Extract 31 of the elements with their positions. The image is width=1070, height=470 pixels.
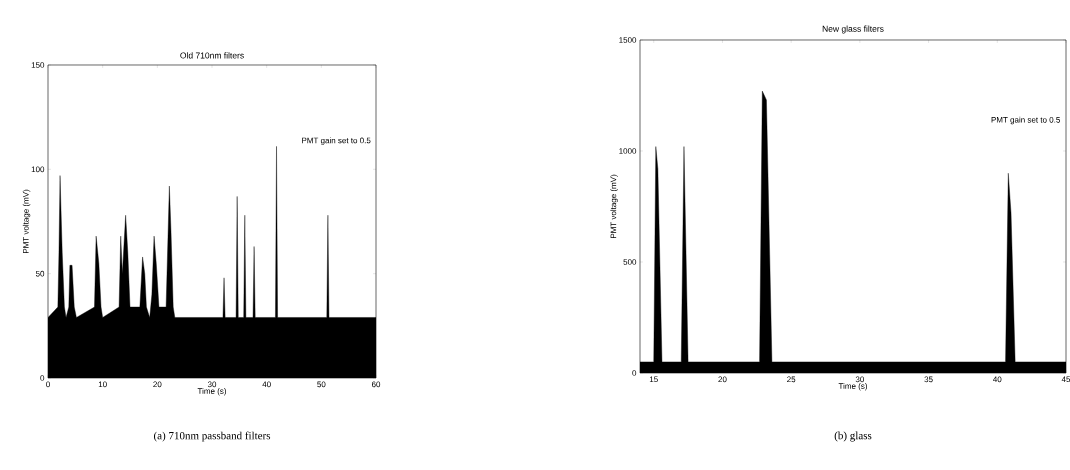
y-tick-label: 100	[31, 166, 45, 173]
x-tick-label: 20	[153, 381, 162, 388]
x-tick-label: 30	[855, 376, 865, 383]
x-tick-label: 40	[993, 376, 1002, 383]
x-tick-label: 45	[1061, 376, 1070, 383]
annotation: PMT gain set to 0.5	[302, 137, 371, 145]
y-tick-label: 150	[31, 62, 45, 68]
annotation: PMT gain set to 0.5	[991, 116, 1060, 125]
chart-title: Old 710nm filters	[180, 52, 244, 59]
y-tick-label: 1500	[619, 37, 637, 43]
y-tick-label: 500	[623, 259, 637, 265]
y-axis-title: PMT voltage (mV)	[610, 174, 618, 239]
text: (b) glass	[834, 431, 872, 442]
text: (a) 710nm passband filters	[154, 431, 271, 442]
y-tick-label: 50	[35, 270, 45, 277]
x-tick-label: 50	[317, 381, 326, 388]
y-tick-label: 1000	[619, 148, 637, 154]
x-tick-label: 60	[371, 381, 381, 388]
x-tick-label: 25	[787, 376, 796, 383]
chart-title: New glass filters	[822, 25, 884, 34]
x-axis-title: Time (s)	[197, 388, 227, 396]
y-tick-label: 0	[632, 370, 637, 376]
x-tick-label: 0	[46, 381, 50, 388]
x-tick-label: 30	[207, 381, 217, 388]
x-tick-label: 20	[718, 376, 727, 383]
x-tick-label: 15	[649, 376, 658, 383]
y-axis-title: PMT voltage (mV)	[22, 189, 31, 254]
x-tick-label: 10	[98, 381, 107, 388]
x-tick-label: 40	[262, 381, 271, 388]
x-axis-title: Time (s)	[838, 383, 868, 391]
x-tick-label: 35	[924, 376, 933, 383]
